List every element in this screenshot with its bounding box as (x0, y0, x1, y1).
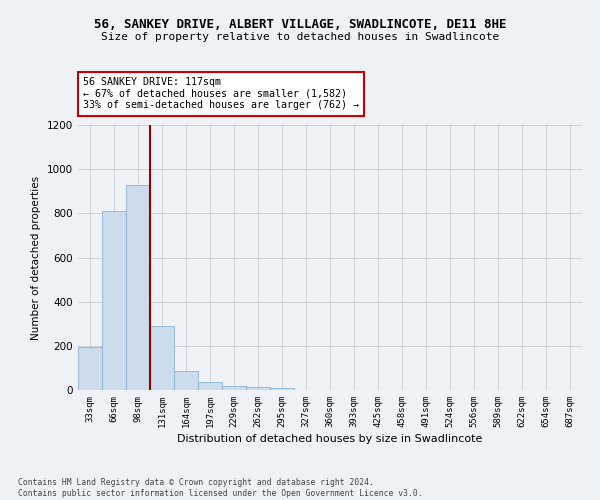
Bar (174, 371, 198, 390)
Text: Size of property relative to detached houses in Swadlincote: Size of property relative to detached ho… (101, 32, 499, 42)
Text: 56, SANKEY DRIVE, ALBERT VILLAGE, SWADLINCOTE, DE11 8HE: 56, SANKEY DRIVE, ALBERT VILLAGE, SWADLI… (94, 18, 506, 30)
Y-axis label: Number of detached properties: Number of detached properties (31, 176, 41, 340)
Bar (78, 347, 102, 390)
X-axis label: Distribution of detached houses by size in Swadlincote: Distribution of detached houses by size … (178, 434, 482, 444)
Bar (222, 386, 246, 390)
Bar (246, 386, 270, 390)
Bar (198, 382, 222, 390)
Text: 56 SANKEY DRIVE: 117sqm
← 67% of detached houses are smaller (1,582)
33% of semi: 56 SANKEY DRIVE: 117sqm ← 67% of detache… (83, 78, 359, 110)
Bar (102, 211, 126, 390)
Bar (270, 388, 294, 390)
Text: Contains HM Land Registry data © Crown copyright and database right 2024.
Contai: Contains HM Land Registry data © Crown c… (18, 478, 422, 498)
Bar (126, 184, 150, 390)
Bar (150, 326, 174, 390)
